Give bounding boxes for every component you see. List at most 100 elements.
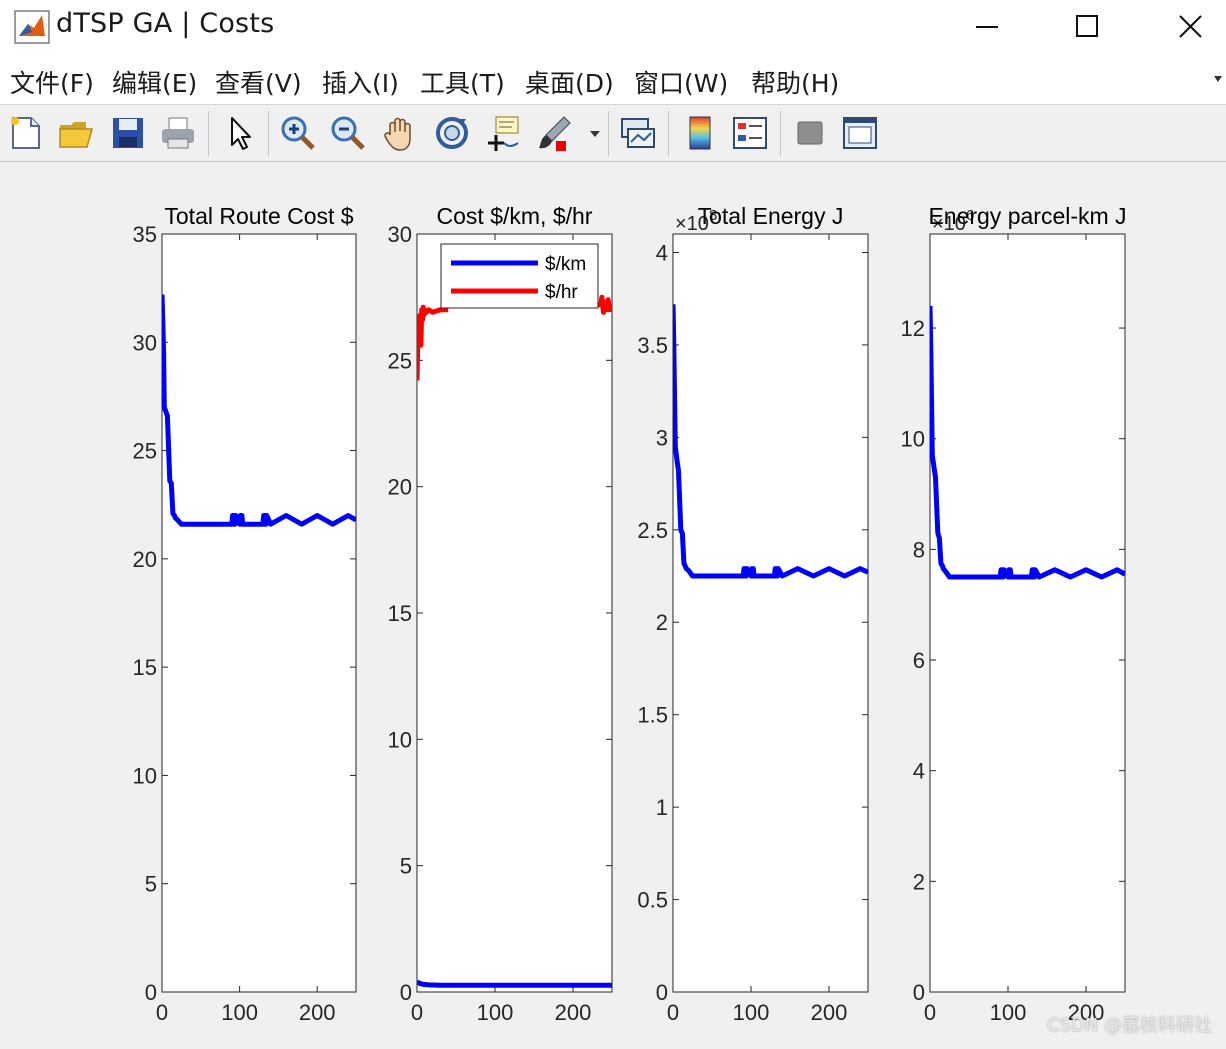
menu-insert[interactable]: 插入(I) <box>322 69 399 98</box>
y-tick-label: 30 <box>388 222 412 247</box>
maximize-button[interactable] <box>1038 0 1138 54</box>
watermark-text: CSDN @荔枝科研社 <box>1046 1015 1212 1036</box>
x-tick-label: 0 <box>156 1000 168 1025</box>
x-tick-label: 200 <box>811 1000 848 1025</box>
toolbar-separator <box>668 111 669 157</box>
y-tick-label: 25 <box>388 348 412 373</box>
legend: $/km $/hr <box>440 243 599 309</box>
axes-box <box>416 233 613 993</box>
x-tick-label: 200 <box>555 1000 592 1025</box>
y-tick-label: 5 <box>145 872 157 897</box>
series-line-1 <box>930 305 1125 580</box>
y-tick-label: 3 <box>656 425 668 450</box>
series-line-1 <box>417 979 612 988</box>
y-tick-label: 1.5 <box>637 703 668 728</box>
window-titlebar: dTSP GA | Costs <box>0 0 1226 54</box>
maximize-icon <box>1076 15 1098 37</box>
y-tick-label: 2.5 <box>637 518 668 543</box>
axes-box <box>161 233 357 993</box>
axes-box <box>672 233 869 993</box>
y-tick-label: 5 <box>400 854 412 879</box>
edit-plot-arrow-icon[interactable] <box>220 113 260 153</box>
subplot-title: Cost $/km, $/hr <box>437 203 593 229</box>
toolbar-separator <box>608 111 609 157</box>
y-exponent-power: 8 <box>709 207 717 224</box>
series-line-1 <box>673 304 868 579</box>
colorbar-icon[interactable] <box>680 113 720 153</box>
legend-box <box>440 243 599 309</box>
close-icon <box>1179 15 1202 38</box>
x-tick-label: 100 <box>990 1000 1027 1025</box>
menu-view[interactable]: 查看(V) <box>215 69 302 98</box>
window-title: dTSP GA | Costs <box>56 8 275 39</box>
series-line-1 <box>162 294 356 527</box>
toolbar-separator <box>268 111 269 157</box>
y-tick-label: 12 <box>901 316 925 341</box>
y-tick-label: 3.5 <box>637 333 668 358</box>
data-cursor-icon[interactable] <box>482 113 522 153</box>
y-tick-label: 20 <box>388 475 412 500</box>
x-tick-label: 100 <box>733 1000 770 1025</box>
pan-hand-icon[interactable] <box>380 113 420 153</box>
y-tick-label: 25 <box>133 439 157 464</box>
y-tick-label: 2 <box>656 610 668 635</box>
x-tick-label: 0 <box>411 1000 423 1025</box>
open-file-icon[interactable] <box>56 113 96 153</box>
toolbar-separator <box>780 111 781 157</box>
y-tick-label: 4 <box>656 240 668 265</box>
zoom-out-icon[interactable] <box>328 113 368 153</box>
menu-edit[interactable]: 编辑(E) <box>112 69 198 98</box>
save-icon[interactable] <box>108 113 148 153</box>
y-tick-label: 10 <box>133 763 157 788</box>
y-tick-label: 15 <box>133 655 157 680</box>
axes-box <box>929 233 1126 993</box>
subplot-title: Energy parcel-km J <box>928 203 1126 229</box>
series-line-2 <box>417 304 449 381</box>
y-tick-label: 0 <box>400 980 412 1005</box>
legend-label: $/hr <box>545 282 578 303</box>
y-tick-label: 10 <box>901 427 925 452</box>
print-icon[interactable] <box>158 113 198 153</box>
x-tick-label: 100 <box>477 1000 514 1025</box>
menu-bar: 文件(F) 编辑(E) 查看(V) 插入(I) 工具(T) 桌面(D) 窗口(W… <box>0 54 1226 105</box>
x-tick-label: 200 <box>299 1000 336 1025</box>
close-button[interactable] <box>1140 0 1226 54</box>
brush-icon[interactable] <box>534 113 574 153</box>
y-tick-label: 0 <box>656 980 668 1005</box>
show-plot-tools-icon[interactable] <box>840 113 880 153</box>
x-tick-label: 100 <box>221 1000 258 1025</box>
y-tick-label: 8 <box>913 537 925 562</box>
y-tick-label: 35 <box>133 222 157 247</box>
y-tick-label: 0 <box>913 980 925 1005</box>
menu-desktop[interactable]: 桌面(D) <box>525 69 614 98</box>
brush-dropdown-icon[interactable] <box>588 127 602 141</box>
matlab-app-icon <box>14 10 50 44</box>
link-plot-icon[interactable] <box>618 113 658 153</box>
y-tick-label: 10 <box>388 727 412 752</box>
x-tick-label: 200 <box>1068 1000 1105 1025</box>
y-tick-label: 6 <box>913 648 925 673</box>
menu-overflow-icon[interactable] <box>1212 72 1224 86</box>
subplot-title: Total Energy J <box>698 203 844 229</box>
menu-window[interactable]: 窗口(W) <box>634 69 729 98</box>
x-tick-label: 0 <box>924 1000 936 1025</box>
legend-icon[interactable] <box>730 113 770 153</box>
zoom-in-icon[interactable] <box>278 113 318 153</box>
rotate-3d-icon[interactable] <box>432 113 472 153</box>
y-exponent-power: 6 <box>966 207 974 224</box>
figure-toolbar <box>0 105 1226 162</box>
legend-label: $/km <box>545 254 586 275</box>
menu-file[interactable]: 文件(F) <box>10 69 94 98</box>
menu-help[interactable]: 帮助(H) <box>751 69 840 98</box>
y-tick-label: 1 <box>656 795 668 820</box>
y-tick-label: 20 <box>133 547 157 572</box>
new-figure-icon[interactable] <box>6 113 46 153</box>
minimize-button[interactable] <box>938 0 1038 54</box>
hide-plot-tools-icon[interactable] <box>790 113 830 153</box>
minimize-icon <box>976 26 998 28</box>
menu-tools[interactable]: 工具(T) <box>420 69 505 98</box>
y-tick-label: 30 <box>133 330 157 355</box>
